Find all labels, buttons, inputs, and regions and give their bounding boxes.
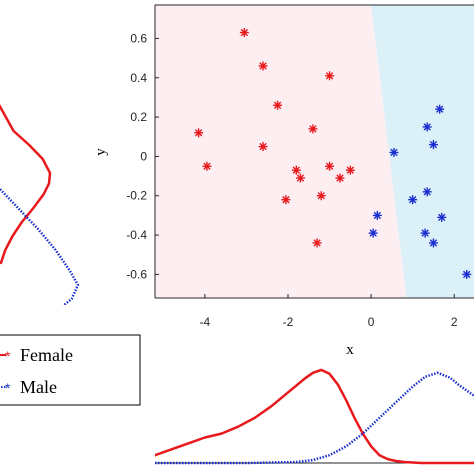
point-stroke [373, 211, 382, 220]
point-stroke [296, 174, 305, 182]
point-female [308, 124, 318, 134]
point-stroke [421, 229, 429, 237]
point-stroke [259, 62, 267, 70]
point-stroke [317, 192, 325, 200]
side-density-curve-male [0, 187, 80, 305]
point-male [420, 228, 430, 238]
side-density-curve-female [0, 104, 52, 265]
legend-label-female: Female [20, 345, 73, 365]
point-stroke [203, 162, 211, 170]
point-male [408, 195, 418, 205]
legend-entry-female: * Female [0, 345, 73, 365]
point-stroke [313, 239, 321, 247]
point-female [194, 128, 204, 138]
legend-entry-male: * Male [0, 377, 57, 397]
point-stroke [292, 166, 300, 174]
point-stroke [408, 196, 417, 204]
point-female [325, 161, 335, 171]
point-female [325, 71, 335, 81]
point-stroke [429, 239, 438, 247]
density-curve-female [155, 368, 474, 465]
x-marginal-density [155, 368, 474, 465]
point-male [428, 140, 438, 150]
point-male [435, 104, 445, 114]
point-stroke [273, 101, 282, 109]
point-stroke [423, 123, 431, 131]
point-stroke [369, 229, 377, 237]
x-tick-label: -2 [283, 315, 294, 329]
point-male [389, 147, 399, 157]
legend-marker-male: * [5, 380, 11, 396]
y-axis-label: y [93, 148, 109, 156]
decision-regions [155, 5, 474, 298]
y-marginal-density [0, 104, 80, 305]
legend: * Female * Male [0, 334, 141, 406]
point-female [281, 195, 291, 205]
point-stroke [336, 174, 344, 182]
point-stroke [429, 140, 438, 149]
point-male [372, 210, 382, 220]
y-tick-label: 0.2 [130, 110, 147, 124]
x-tick-label: -4 [200, 315, 211, 329]
point-male [462, 269, 472, 279]
legend-box [0, 334, 141, 406]
point-stroke [240, 28, 249, 37]
point-stroke [282, 196, 290, 204]
legend-label-male: Male [20, 377, 57, 397]
point-male [368, 228, 378, 238]
scatter-plot: -4 -2 0 2 0.6 0.4 0.2 0 -0.2 -0.4 -0.6 x y [93, 4, 474, 358]
x-tick-label: 0 [368, 315, 375, 329]
region-female [155, 5, 407, 298]
point-male [437, 212, 447, 222]
point-female [295, 173, 305, 183]
x-tick-labels: -4 -2 0 2 [200, 294, 458, 329]
y-tick-label: 0 [140, 149, 147, 163]
point-female [345, 165, 355, 175]
point-female [239, 28, 249, 38]
point-stroke [325, 162, 334, 170]
y-tick-label: -0.2 [126, 189, 147, 203]
y-tick-label: 0.4 [130, 71, 147, 85]
point-female [291, 165, 301, 175]
scatter-axes [154, 4, 474, 299]
x-tick-label: 2 [451, 315, 458, 329]
y-tick-label: -0.4 [126, 228, 147, 242]
point-female [335, 173, 345, 183]
point-male [422, 122, 432, 132]
point-female [258, 142, 268, 152]
y-tick-label: -0.6 [126, 267, 147, 281]
point-stroke [423, 188, 431, 196]
density-curve-male [155, 371, 474, 465]
point-stroke [435, 105, 444, 113]
region-male [371, 5, 474, 298]
point-female [312, 238, 322, 248]
point-stroke [259, 142, 267, 151]
point-female [316, 191, 326, 201]
y-tick-labels: 0.6 0.4 0.2 0 -0.2 -0.4 -0.6 [126, 31, 159, 281]
point-male [422, 187, 432, 197]
point-stroke [390, 148, 398, 157]
x-axis-label: x [346, 342, 354, 358]
point-female [258, 61, 268, 71]
point-stroke [438, 213, 446, 222]
point-female [202, 161, 212, 171]
point-stroke [194, 129, 203, 137]
y-tick-label: 0.6 [130, 31, 147, 45]
legend-marker-female: * [5, 348, 11, 364]
point-male [428, 238, 438, 248]
scatter-points [194, 28, 472, 279]
point-stroke [325, 72, 334, 80]
point-stroke [309, 125, 317, 133]
point-stroke [346, 166, 355, 174]
point-female [273, 100, 283, 110]
point-stroke [463, 270, 471, 279]
